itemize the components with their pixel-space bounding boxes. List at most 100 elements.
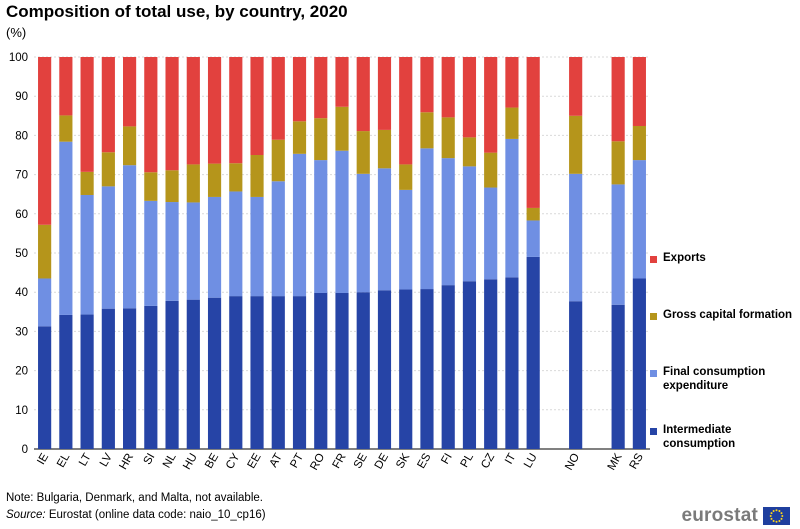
x-tick-label-sk: SK bbox=[394, 451, 412, 471]
bar-hu-gross-capital-formation bbox=[186, 164, 200, 203]
y-axis-unit: (%) bbox=[6, 25, 27, 40]
bar-be-exports bbox=[207, 57, 222, 164]
bar-hr-final-consumption-expenditure bbox=[123, 165, 137, 309]
bar-ee-final-consumption-expenditure bbox=[250, 196, 264, 297]
bar-pt-intermediate-consumption bbox=[292, 296, 307, 449]
bar-mk-final-consumption-expenditure bbox=[611, 184, 625, 305]
bar-se-gross-capital-formation bbox=[356, 131, 370, 174]
bar-ro-final-consumption-expenditure bbox=[314, 160, 328, 293]
legend-swatch-gross-capital-formation bbox=[650, 313, 657, 320]
bar-ie-gross-capital-formation bbox=[38, 224, 52, 279]
bar-at-exports bbox=[271, 57, 285, 140]
y-axis-ticks: 0 10 20 30 40 50 60 70 80 90 100 bbox=[9, 52, 28, 456]
bar-pl-final-consumption-expenditure bbox=[462, 166, 477, 282]
x-tick-label-se: SE bbox=[352, 451, 370, 471]
x-tick-label-rs: RS bbox=[628, 451, 647, 471]
bar-fi-exports bbox=[441, 57, 455, 118]
bar-no-final-consumption-expenditure bbox=[569, 173, 583, 302]
bar-ie-exports bbox=[38, 57, 52, 225]
bar-cz-exports bbox=[484, 57, 498, 153]
bar-fi-intermediate-consumption bbox=[441, 285, 455, 449]
x-axis-ticks: IE EL LT LV HR SI NL HU BE CY EE AT PT RO FR SE DE SK ES FI… bbox=[35, 451, 646, 472]
bar-pl-gross-capital-formation bbox=[462, 137, 477, 167]
bar-it-final-consumption-expenditure bbox=[505, 138, 519, 278]
x-tick-label-at: AT bbox=[268, 452, 285, 470]
bar-ro-intermediate-consumption bbox=[314, 292, 328, 449]
legend-swatch-final-consumption-expenditure bbox=[650, 370, 657, 377]
bar-lu-gross-capital-formation bbox=[526, 207, 540, 221]
bar-pl-intermediate-consumption bbox=[462, 281, 477, 449]
bar-lv-final-consumption-expenditure bbox=[101, 186, 115, 309]
bar-lu-intermediate-consumption bbox=[526, 256, 540, 449]
bar-no-gross-capital-formation bbox=[569, 115, 583, 174]
bar-at-intermediate-consumption bbox=[271, 296, 285, 449]
bar-si-gross-capital-formation bbox=[144, 172, 158, 201]
bar-sk-intermediate-consumption bbox=[399, 289, 413, 449]
bar-lu-exports bbox=[526, 57, 540, 208]
y-tick-label: 10 bbox=[15, 405, 28, 417]
bar-de-intermediate-consumption bbox=[377, 290, 392, 449]
x-tick-label-ro: RO bbox=[308, 451, 327, 472]
bar-lv-intermediate-consumption bbox=[101, 308, 115, 449]
y-tick-label: 80 bbox=[15, 130, 28, 142]
x-tick-label-pt: PT bbox=[288, 452, 306, 471]
x-tick-label-el: EL bbox=[55, 451, 73, 470]
y-tick-label: 40 bbox=[15, 287, 28, 299]
legend-swatch-intermediate-consumption bbox=[650, 428, 657, 435]
bar-es-exports bbox=[420, 57, 434, 113]
chart-title: Composition of total use, by country, 20… bbox=[6, 2, 348, 21]
bar-si-exports bbox=[144, 57, 158, 173]
y-tick-label: 70 bbox=[15, 170, 28, 182]
bar-fi-final-consumption-expenditure bbox=[441, 158, 455, 286]
x-tick-label-it: IT bbox=[503, 452, 519, 467]
bar-nl-gross-capital-formation bbox=[165, 170, 179, 203]
bar-fr-gross-capital-formation bbox=[335, 106, 349, 151]
bar-lv-exports bbox=[101, 57, 115, 153]
legend-label-intermediate-consumption: Intermediate consumption bbox=[663, 424, 736, 450]
legend-swatch-exports bbox=[650, 256, 657, 263]
x-tick-label-lv: LV bbox=[98, 451, 115, 469]
bar-ee-gross-capital-formation bbox=[250, 155, 264, 197]
legend-label-exports: Exports bbox=[663, 252, 706, 264]
bar-se-exports bbox=[356, 57, 370, 132]
bar-pt-gross-capital-formation bbox=[292, 121, 307, 154]
bar-es-final-consumption-expenditure bbox=[420, 148, 434, 290]
bar-be-intermediate-consumption bbox=[207, 297, 222, 449]
bar-cz-gross-capital-formation bbox=[484, 152, 498, 188]
bar-cy-exports bbox=[229, 57, 243, 164]
bar-hr-gross-capital-formation bbox=[123, 126, 137, 166]
legend-item-exports: Exports bbox=[650, 251, 793, 265]
x-tick-label-ie: IE bbox=[35, 451, 51, 467]
bar-hr-intermediate-consumption bbox=[123, 308, 137, 449]
y-tick-label: 90 bbox=[15, 91, 28, 103]
bar-be-gross-capital-formation bbox=[207, 163, 222, 197]
bar-mk-gross-capital-formation bbox=[611, 141, 625, 185]
bar-nl-exports bbox=[165, 57, 179, 171]
bar-de-final-consumption-expenditure bbox=[377, 168, 392, 291]
eurostat-logo: eurostat bbox=[681, 505, 790, 527]
bar-it-exports bbox=[505, 57, 519, 108]
x-tick-label-si: SI bbox=[142, 452, 158, 467]
bar-de-gross-capital-formation bbox=[377, 129, 392, 169]
bar-mk-intermediate-consumption bbox=[611, 304, 625, 449]
x-tick-label-lu: LU bbox=[522, 452, 540, 471]
bar-mk-exports bbox=[611, 57, 625, 142]
y-tick-label: 60 bbox=[15, 209, 28, 221]
bar-ee-exports bbox=[250, 57, 264, 155]
bar-fr-exports bbox=[335, 57, 349, 107]
bar-it-gross-capital-formation bbox=[505, 107, 519, 139]
bar-es-gross-capital-formation bbox=[420, 112, 434, 149]
bar-de-exports bbox=[377, 57, 392, 130]
x-tick-label-hu: HU bbox=[181, 452, 200, 472]
bar-no-intermediate-consumption bbox=[569, 301, 583, 449]
bar-se-final-consumption-expenditure bbox=[356, 173, 370, 293]
bar-lt-intermediate-consumption bbox=[80, 314, 94, 449]
legend-label-gross-capital-formation: Gross capital formation bbox=[663, 309, 793, 321]
bar-el-final-consumption-expenditure bbox=[59, 141, 73, 315]
legend-item-gross-capital-formation: Gross capital formation bbox=[650, 308, 793, 322]
bar-hu-exports bbox=[186, 57, 200, 165]
stacked-bar-chart: 0 10 20 30 40 50 60 70 80 90 100 IE EL LT LV HR SI NL HU B… bbox=[9, 52, 650, 472]
bar-cz-final-consumption-expenditure bbox=[484, 187, 498, 280]
legend-label-final-consumption-expenditure: Final consumption expenditure bbox=[663, 366, 766, 392]
source-text: Eurostat (online data code: naio_10_cp16… bbox=[45, 509, 266, 521]
